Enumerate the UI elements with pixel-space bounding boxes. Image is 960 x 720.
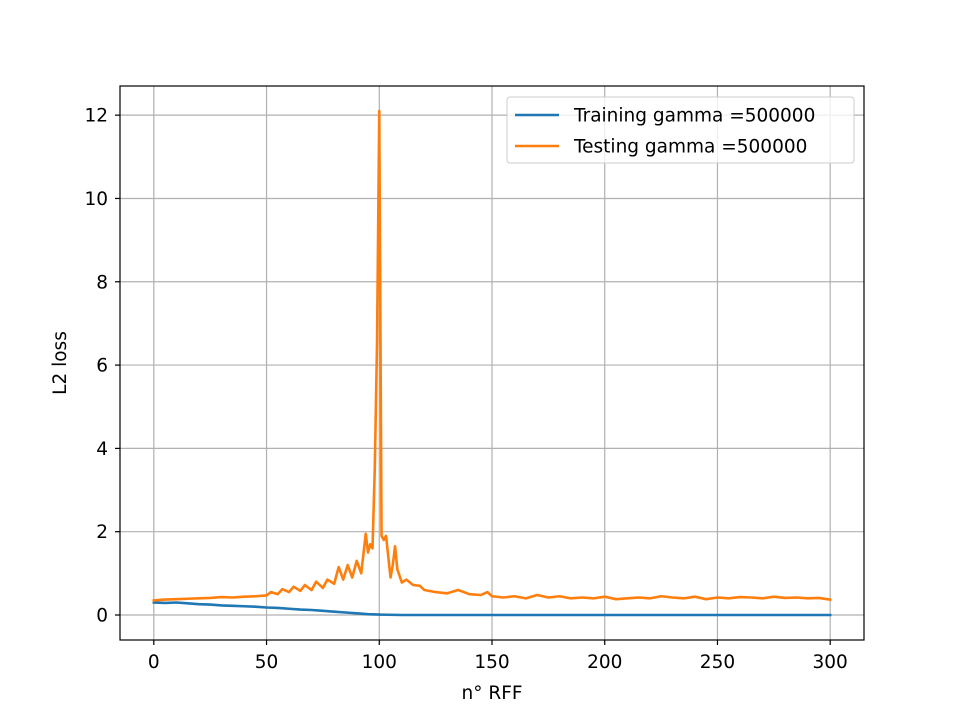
y-tick-label: 2	[96, 522, 108, 543]
legend: Training gamma =500000 Testing gamma =50…	[506, 96, 855, 164]
x-axis-label: n° RFF	[462, 683, 523, 704]
legend-label-testing: Testing gamma =500000	[573, 137, 807, 158]
y-tick-label: 10	[84, 189, 108, 210]
x-tick-label: 50	[255, 652, 279, 673]
y-tick-label: 4	[96, 439, 108, 460]
series-lines	[152, 109, 832, 617]
x-tick-label: 250	[700, 652, 735, 673]
axis-ticks: 0 50 100 150 200 250 300 0 2 4 6 8 10 12	[84, 106, 847, 673]
y-tick-label: 0	[96, 606, 108, 627]
y-tick-label: 8	[96, 272, 108, 293]
series-line-training	[152, 601, 832, 617]
series-line-testing	[152, 109, 832, 602]
legend-box	[506, 96, 855, 164]
x-tick-label: 150	[474, 652, 509, 673]
y-tick-label: 6	[96, 356, 108, 377]
x-tick-label: 0	[148, 652, 160, 673]
legend-label-training: Training gamma =500000	[573, 106, 815, 127]
x-tick-label: 200	[587, 652, 622, 673]
x-tick-label: 100	[362, 652, 397, 673]
y-axis-label: L2 loss	[50, 331, 71, 395]
y-tick-label: 12	[84, 106, 108, 127]
x-tick-label: 300	[813, 652, 848, 673]
